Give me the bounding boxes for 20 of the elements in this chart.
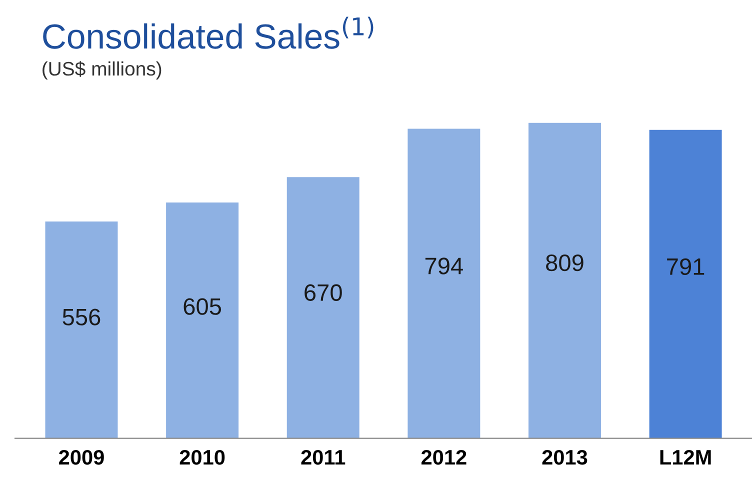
bar — [45, 222, 118, 438]
x-tick-label: 2009 — [59, 450, 104, 465]
data-label: 605 — [184, 298, 222, 315]
data-label: 556 — [62, 308, 100, 326]
data-label: 794 — [425, 258, 463, 274]
data-label: 670 — [304, 284, 342, 301]
bar — [166, 202, 239, 438]
x-tick-label: 2011 — [301, 450, 346, 465]
bar — [528, 122, 601, 438]
x-tick-label: 2013 — [542, 450, 588, 465]
x-tick-label: 2012 — [421, 450, 466, 465]
bar — [408, 128, 480, 438]
bar — [286, 177, 360, 438]
bar — [649, 130, 722, 438]
chart-title: Consolidated Sales$^{(1)}$ — [43, 16, 374, 49]
data-label: 791 — [667, 258, 704, 276]
x-tick-label: L12M — [660, 450, 711, 465]
x-tick-label: 2010 — [180, 450, 225, 465]
data-label: 809 — [546, 254, 584, 272]
chart-subtitle: (US$ millions) — [42, 61, 162, 80]
